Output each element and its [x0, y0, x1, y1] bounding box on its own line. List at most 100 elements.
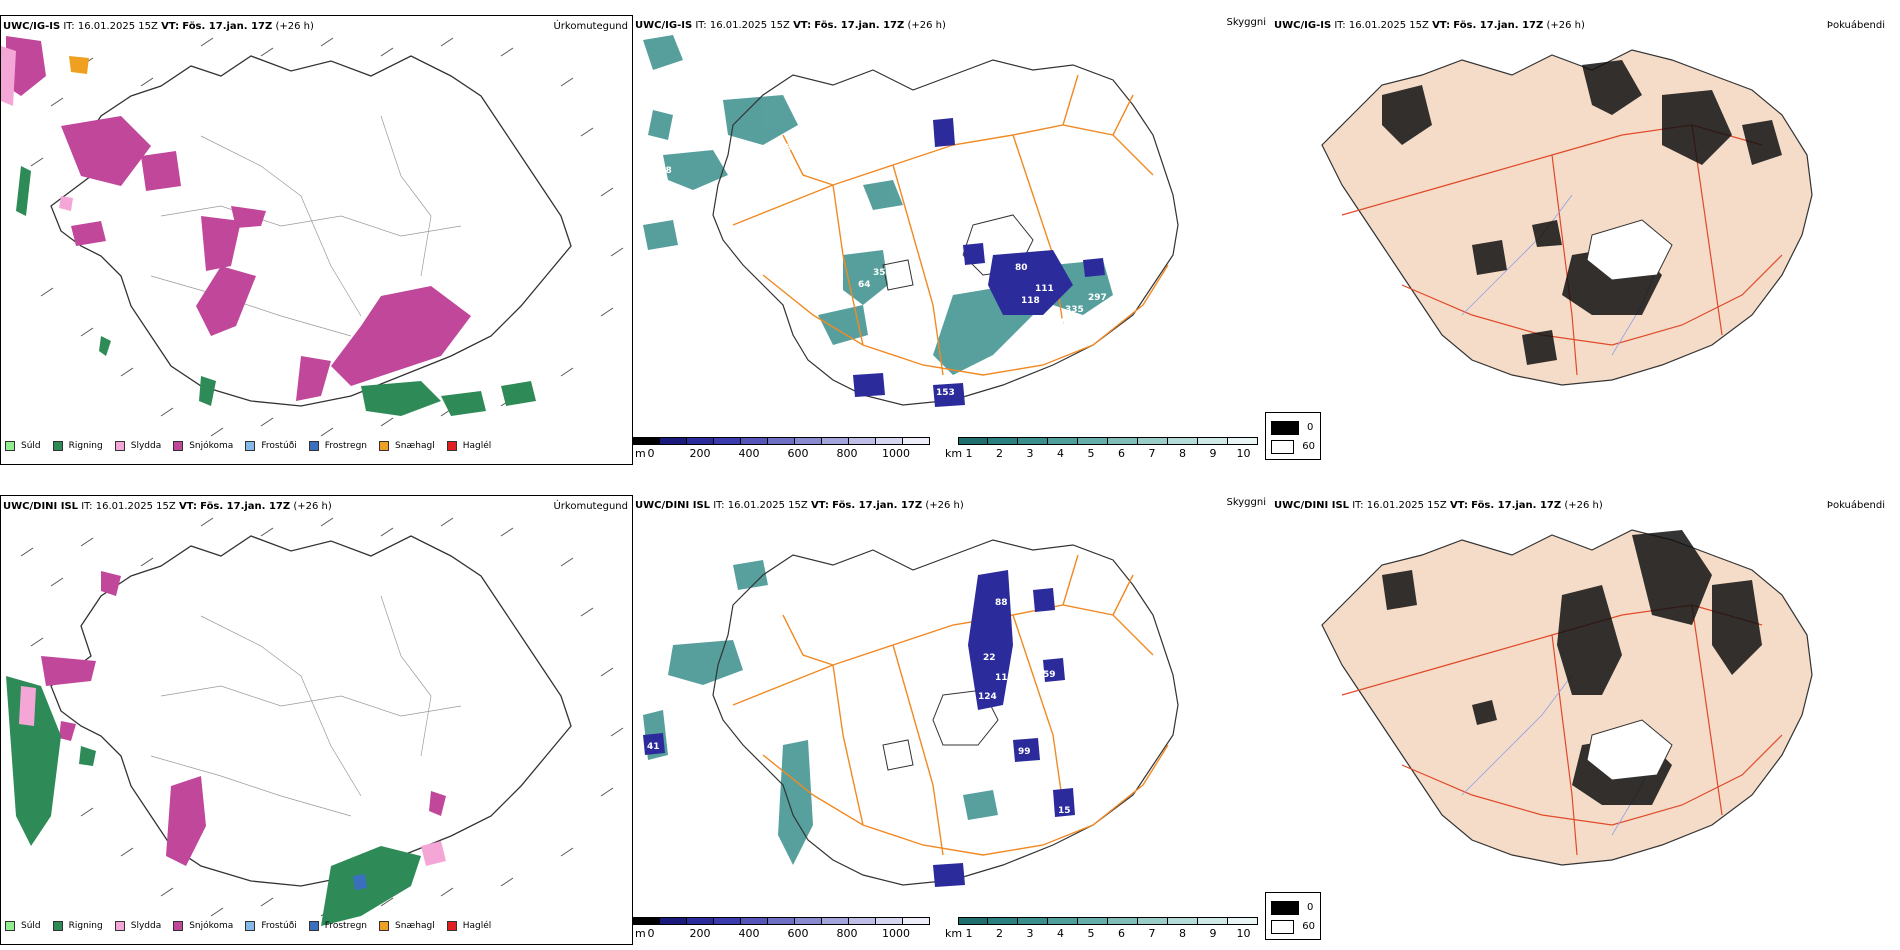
precip-legend-item: Snæhagl	[379, 921, 435, 931]
colorbar-tick: 1	[965, 447, 973, 460]
colorbar-cell	[876, 437, 903, 445]
precip-legend-item: Snæhagl	[379, 441, 435, 451]
precip-legend-item: Haglél	[446, 441, 491, 451]
precip-legend-item: Snjókoma	[173, 441, 233, 451]
height-colorbar-ticks-top: m 0 200 400 600 800 1000	[633, 447, 938, 461]
colorbar-cell	[1078, 917, 1108, 925]
visibility-panel-bottom: 88 22 112 124 59 99 41 15 UWC/DINI ISL I…	[633, 495, 1268, 945]
colorbar-cell	[822, 437, 849, 445]
colorbar-cell	[988, 917, 1018, 925]
colorbar-cell	[687, 437, 714, 445]
colorbar-cell	[1168, 437, 1198, 445]
precip-legend-item: Frostúði	[245, 441, 297, 451]
colorbar-cell	[687, 917, 714, 925]
colorbar-cell	[1078, 437, 1108, 445]
precip-legend-item: Súld	[5, 921, 41, 931]
colorbar-cell	[633, 917, 660, 925]
colorbar-tick: 2	[996, 927, 1003, 940]
colorbar-cell	[660, 437, 687, 445]
svg-text:335: 335	[1065, 305, 1084, 315]
precip-title-bottom: Úrkomutegund	[553, 501, 628, 512]
colorbar-tick: 0	[647, 927, 655, 940]
visibility-colorbar-top	[958, 437, 1258, 445]
cloud-legend-row: 0	[1271, 898, 1315, 917]
colorbar-cell	[714, 437, 741, 445]
svg-text:160: 160	[1059, 318, 1078, 328]
colorbar-cell	[1138, 437, 1168, 445]
colorbar-tick: 400	[738, 447, 760, 460]
visibility-map-top: 808 758 59 13 353 64 85 80 111 118 103 2…	[643, 35, 1179, 407]
colorbar-cell	[958, 437, 988, 445]
cloud-map-top	[1321, 49, 1813, 386]
svg-text:80: 80	[1015, 263, 1028, 273]
svg-text:22: 22	[983, 653, 996, 663]
svg-text:121: 121	[1059, 338, 1078, 348]
colorbar-unit: m	[635, 927, 646, 940]
cloud-header-top: UWC/IG-IS IT: 16.01.2025 15Z VT: Fös. 17…	[1274, 20, 1585, 31]
colorbar-cell	[1018, 917, 1048, 925]
colorbar-cell	[958, 917, 988, 925]
svg-text:85: 85	[951, 251, 964, 261]
colorbar-cell	[849, 437, 876, 445]
precip-panel-bottom: UWC/DINI ISL IT: 16.01.2025 15Z VT: Fös.…	[0, 495, 633, 945]
visibility-title-top: Skyggni	[1226, 17, 1266, 28]
precip-legend-item: Haglél	[446, 921, 491, 931]
cloud-panel-bottom: UWC/DINI ISL IT: 16.01.2025 15Z VT: Fös.…	[1262, 495, 1900, 895]
colorbar-tick: 400	[738, 927, 760, 940]
precip-panel-top: UWC/IG-IS IT: 16.01.2025 15Z VT: Fös. 17…	[0, 15, 633, 465]
cloud-legend-bottom: 0 60	[1265, 892, 1321, 940]
colorbar-unit: km	[945, 447, 963, 460]
svg-text:88: 88	[995, 598, 1008, 608]
visibility-header-top: UWC/IG-IS IT: 16.01.2025 15Z VT: Fös. 17…	[635, 20, 946, 31]
colorbar-tick: 800	[836, 927, 858, 940]
colorbar-tick: 5	[1087, 447, 1095, 460]
colorbar-cell	[1168, 917, 1198, 925]
colorbar-tick: 4	[1057, 447, 1064, 460]
precip-legend-item: Súld	[5, 441, 41, 451]
precip-legend-top: Súld Rigning Slydda Snjókoma Frostúði Fr…	[5, 441, 503, 451]
colorbar-tick: 6	[1118, 927, 1125, 940]
colorbar-cell	[1198, 437, 1228, 445]
precip-map-bottom	[6, 517, 624, 926]
colorbar-tick: 600	[787, 927, 809, 940]
precip-legend-item: Snjókoma	[173, 921, 233, 931]
cloud-map-bottom	[1321, 529, 1813, 866]
colorbar-tick: 10	[1236, 927, 1251, 940]
height-colorbar-ticks-bottom: m 0 200 400 600 800 1000	[633, 927, 938, 941]
cloud-title-top: Þokuábendi	[1826, 20, 1885, 31]
svg-text:41: 41	[647, 742, 660, 752]
cloud-legend-row: 60	[1271, 437, 1315, 456]
colorbar-tick: 600	[787, 447, 809, 460]
colorbar-cell	[1108, 437, 1138, 445]
colorbar-cell	[1228, 917, 1258, 925]
visibility-colorbar-ticks-top: km 1 2 3 4 5 6 7 8 9 10	[943, 447, 1263, 461]
precip-legend-item: Rigning	[52, 921, 103, 931]
colorbar-cell	[660, 917, 687, 925]
colorbar-tick: 6	[1118, 447, 1125, 460]
height-colorbar-top	[633, 437, 930, 445]
colorbar-tick: 0	[647, 447, 655, 460]
precip-legend-item: Frostúði	[245, 921, 297, 931]
precip-map-top	[1, 36, 624, 437]
cloud-legend-row: 0	[1271, 418, 1315, 437]
visibility-title-bottom: Skyggni	[1226, 497, 1266, 508]
svg-text:15: 15	[1058, 806, 1071, 816]
cloud-legend-top: 0 60	[1265, 412, 1321, 460]
svg-text:13: 13	[683, 236, 696, 246]
colorbar-tick: 8	[1179, 927, 1186, 940]
svg-text:99: 99	[1018, 747, 1031, 757]
svg-text:297: 297	[1088, 293, 1107, 303]
colorbar-tick: 1000	[882, 447, 910, 460]
colorbar-cell	[768, 437, 795, 445]
colorbar-cell	[1138, 917, 1168, 925]
precip-header-top: UWC/IG-IS IT: 16.01.2025 15Z VT: Fös. 17…	[3, 21, 314, 32]
visibility-colorbar-bottom	[958, 917, 1258, 925]
precip-legend-item: Frostregn	[308, 441, 367, 451]
visibility-header-bottom: UWC/DINI ISL IT: 16.01.2025 15Z VT: Fös.…	[635, 500, 964, 511]
colorbar-cell	[903, 917, 930, 925]
colorbar-cell	[1048, 437, 1078, 445]
colorbar-tick: 7	[1148, 927, 1156, 940]
height-colorbar-bottom	[633, 917, 930, 925]
colorbar-tick: 3	[1026, 927, 1034, 940]
colorbar-tick: 3	[1026, 447, 1034, 460]
